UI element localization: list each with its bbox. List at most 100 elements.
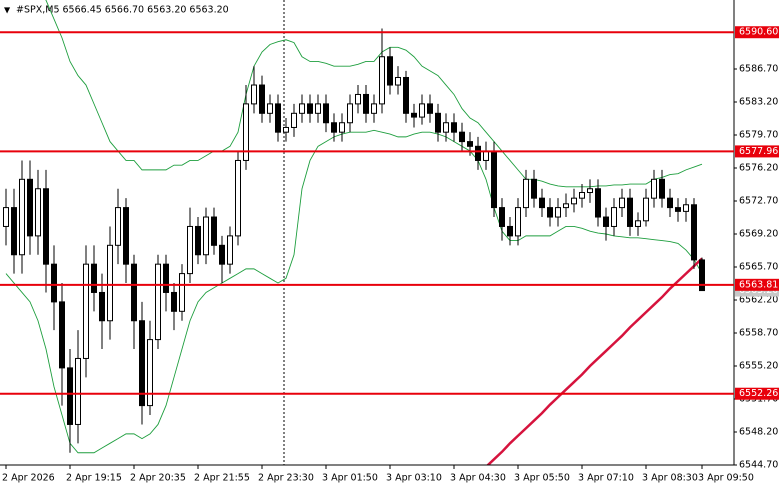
x-tick-label: 2 Apr 23:30 <box>258 473 314 484</box>
candle-body <box>139 320 145 407</box>
candle-body <box>363 93 369 114</box>
candle-body <box>467 141 473 147</box>
candle-body <box>171 291 177 312</box>
candle-body <box>427 103 433 114</box>
candle-body <box>323 103 329 124</box>
candle-body <box>635 220 641 227</box>
x-tick-label: 3 Apr 01:50 <box>322 473 378 484</box>
candle-body <box>331 122 337 133</box>
candle-body <box>691 204 697 261</box>
x-tick-label: 3 Apr 03:10 <box>386 473 442 484</box>
level-box <box>735 278 779 291</box>
candle-body <box>147 339 153 407</box>
candle-body <box>107 244 113 322</box>
candle-body <box>251 84 257 105</box>
y-tick-label: 6544.70 <box>739 460 778 471</box>
candle-body <box>19 178 25 256</box>
candle-body <box>235 159 241 237</box>
candle-body <box>291 112 297 128</box>
level-box <box>735 26 779 39</box>
y-tick-label: 6565.70 <box>739 262 778 273</box>
x-tick-label: 2 Apr 2026 <box>2 473 55 484</box>
level-box <box>735 145 779 158</box>
candle-body <box>579 192 585 199</box>
candle-body <box>347 103 353 124</box>
candle-body <box>275 103 281 133</box>
x-tick-label: 3 Apr 08:30 <box>642 473 698 484</box>
level-label: 6563.81 <box>739 279 778 290</box>
x-tick-label: 3 Apr 09:50 <box>698 473 754 484</box>
candle-body <box>435 112 441 133</box>
level-label: 6552.26 <box>739 388 778 399</box>
level-label: 6590.60 <box>739 27 778 38</box>
candle-body <box>675 207 681 212</box>
y-tick-label: 6572.70 <box>739 196 778 207</box>
candle-body <box>659 178 665 199</box>
candle-body <box>539 197 545 209</box>
candle-body <box>683 204 689 212</box>
candle-body <box>11 207 17 256</box>
candle-body <box>35 188 41 237</box>
x-tick-label: 3 Apr 04:30 <box>450 473 506 484</box>
candle-body <box>339 122 345 133</box>
candle-body <box>595 188 601 218</box>
candle-body <box>491 150 497 209</box>
candle-body <box>587 188 593 194</box>
candle-body <box>243 103 249 161</box>
candle-body <box>379 56 385 105</box>
candle-body <box>195 225 201 256</box>
bollinger-lower <box>5 129 703 454</box>
x-tick-label: 2 Apr 21:55 <box>194 473 250 484</box>
x-tick-label: 2 Apr 19:15 <box>66 473 122 484</box>
candle-body <box>571 197 577 205</box>
candle-body <box>699 259 705 292</box>
y-tick-label: 6583.20 <box>739 97 778 108</box>
bollinger-upper <box>45 0 703 188</box>
candle-body <box>667 197 673 209</box>
candle-body <box>67 367 73 425</box>
candle-body <box>443 122 449 133</box>
y-tick-label: 6576.20 <box>739 163 778 174</box>
candle-body <box>611 207 617 227</box>
candle-body <box>51 263 57 303</box>
candle-body <box>59 301 65 369</box>
candle-body <box>643 197 649 222</box>
candle-body <box>515 207 521 237</box>
candle-body <box>91 263 97 293</box>
level-box <box>735 387 779 400</box>
candle-body <box>259 84 265 114</box>
candle-body <box>483 150 489 161</box>
candle-body <box>203 216 209 256</box>
candle-body <box>75 357 81 425</box>
candle-body <box>499 207 505 227</box>
candle-body <box>123 207 129 265</box>
candle-body <box>355 93 361 105</box>
candle-body <box>43 188 49 265</box>
y-tick-label: 6555.20 <box>739 361 778 372</box>
candle-body <box>211 216 217 246</box>
candle-body <box>187 225 193 275</box>
candle-body <box>403 76 409 114</box>
candle-body <box>475 145 481 161</box>
candle-body <box>219 244 225 265</box>
candle-body <box>563 203 569 209</box>
marker: ▼ <box>4 6 11 15</box>
candle-body <box>651 178 657 199</box>
candle-body <box>419 103 425 118</box>
candle-body <box>3 207 9 227</box>
candle-body <box>603 216 609 227</box>
candle-body <box>371 103 377 114</box>
x-tick-label: 3 Apr 05:50 <box>514 473 570 484</box>
candle-body <box>163 263 169 293</box>
plot-area <box>3 0 705 465</box>
y-tick-label: 6548.20 <box>739 427 778 438</box>
candle-body <box>299 103 305 114</box>
x-tick-label: 3 Apr 07:10 <box>578 473 634 484</box>
candle-body <box>267 103 273 114</box>
candle-body <box>27 178 33 237</box>
candle-body <box>307 103 313 114</box>
x-tick-label: 2 Apr 20:35 <box>130 473 186 484</box>
candle-body <box>179 273 185 312</box>
y-tick-label: 6558.70 <box>739 328 778 339</box>
